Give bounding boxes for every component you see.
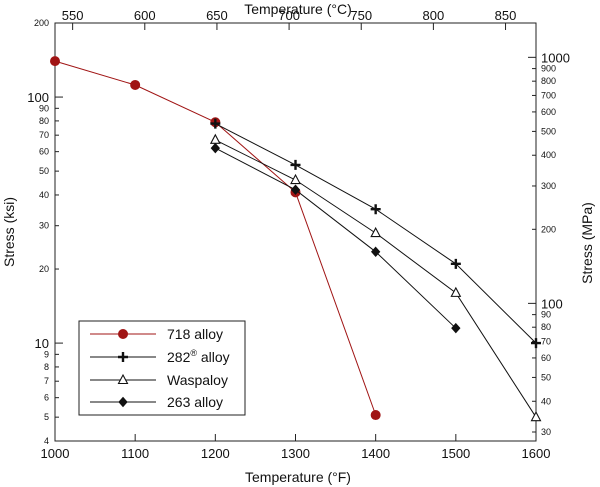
right-minor-tick-label: 300 xyxy=(541,181,556,191)
data-point xyxy=(290,173,301,185)
top-tick-label: 800 xyxy=(423,8,445,23)
data-point xyxy=(50,56,60,67)
right-minor-tick-label: 400 xyxy=(541,150,556,160)
legend-box xyxy=(78,320,246,416)
data-point xyxy=(450,258,461,269)
left-axis-title: Stress (ksi) xyxy=(1,197,17,267)
bottom-axis-title: Temperature (°F) xyxy=(245,469,351,485)
top-tick-label: 600 xyxy=(134,8,156,23)
legend-marker xyxy=(117,373,129,385)
y-minor-tick-label: 50 xyxy=(39,166,49,176)
y-tick-label: 100 xyxy=(27,90,49,105)
right-tick-label: 1000 xyxy=(541,50,570,65)
right-minor-tick-label: 900 xyxy=(541,64,556,74)
top-axis-title: Temperature (°C) xyxy=(244,1,352,17)
top-tick-label: 650 xyxy=(206,8,228,23)
right-minor-tick-label: 70 xyxy=(541,336,551,346)
data-point xyxy=(530,410,542,422)
registered-mark: ® xyxy=(190,348,197,358)
y-tick-label: 10 xyxy=(35,336,49,351)
series-2 xyxy=(210,118,541,349)
data-point xyxy=(370,204,381,215)
legend-items xyxy=(90,329,156,408)
right-minor-tick-label: 40 xyxy=(541,396,551,406)
legend-marker xyxy=(118,396,128,408)
y-minor-tick-label: 4 xyxy=(44,436,49,446)
series-line xyxy=(215,147,457,329)
right-minor-tick-label: 600 xyxy=(541,107,556,117)
top-tick-label: 750 xyxy=(350,8,372,23)
y-minor-tick-label: 8 xyxy=(44,362,49,372)
y-minor-tick-label: 60 xyxy=(39,147,49,157)
right-minor-tick-label: 200 xyxy=(541,224,556,234)
x-tick-label: 1500 xyxy=(441,446,470,461)
data-point xyxy=(130,79,141,90)
y-minor-tick-label: 20 xyxy=(39,264,49,274)
y-minor-tick-label: 5 xyxy=(44,412,49,422)
right-minor-tick-label: 30 xyxy=(541,427,551,437)
data-point xyxy=(370,226,382,238)
x-tick-label: 1400 xyxy=(361,446,390,461)
data-point xyxy=(210,118,221,129)
data-series xyxy=(50,56,542,422)
y-minor-tick-label: 90 xyxy=(39,103,49,113)
data-point xyxy=(370,410,381,421)
data-point xyxy=(450,286,462,297)
legend: 718 alloy 282® alloy Waspaloy 263 alloy xyxy=(78,320,246,416)
right-minor-tick-label: 60 xyxy=(541,353,551,363)
x-tick-label: 1000 xyxy=(41,446,70,461)
data-point xyxy=(370,246,381,258)
data-point xyxy=(451,322,461,334)
y-minor-tick-label: 9 xyxy=(44,349,49,359)
y-minor-tick-label: 40 xyxy=(39,190,49,200)
legend-marker xyxy=(118,352,128,362)
y-minor-tick-label: 80 xyxy=(39,116,49,126)
top-tick-label: 700 xyxy=(278,8,300,23)
data-point xyxy=(531,338,541,349)
right-tick-label: 100 xyxy=(541,296,563,311)
legend-label-718: 718 alloy xyxy=(167,326,223,342)
x-tick-label: 1600 xyxy=(522,446,551,461)
data-point xyxy=(290,159,301,170)
top-tick-label: 550 xyxy=(62,8,84,23)
right-minor-tick-label: 500 xyxy=(541,126,556,136)
data-point xyxy=(210,142,221,154)
legend-marker xyxy=(118,329,128,339)
y-minor-tick-label: 6 xyxy=(44,393,49,403)
y-minor-tick-label: 70 xyxy=(39,130,49,140)
top-tick-label: 850 xyxy=(495,8,517,23)
y-minor-tick-label: 200 xyxy=(34,18,49,28)
y-minor-tick-label: 30 xyxy=(39,221,49,231)
x-tick-label: 1100 xyxy=(121,446,149,461)
y-minor-tick-label: 7 xyxy=(44,376,49,386)
right-minor-tick-label: 700 xyxy=(541,90,556,100)
data-point xyxy=(290,184,301,196)
legend-label-263: 263 alloy xyxy=(167,394,223,410)
right-minor-tick-label: 90 xyxy=(541,310,551,320)
x-tick-label: 1200 xyxy=(201,446,230,461)
legend-label-282: 282® alloy xyxy=(167,348,230,365)
legend-label-waspaloy: Waspaloy xyxy=(167,372,228,388)
x-tick-label: 1300 xyxy=(281,446,310,461)
series-4 xyxy=(210,142,461,334)
right-axis-title: Stress (MPa) xyxy=(579,202,595,284)
right-minor-tick-label: 50 xyxy=(541,372,551,382)
right-minor-tick-label: 80 xyxy=(541,322,551,332)
right-minor-tick-label: 800 xyxy=(541,76,556,86)
